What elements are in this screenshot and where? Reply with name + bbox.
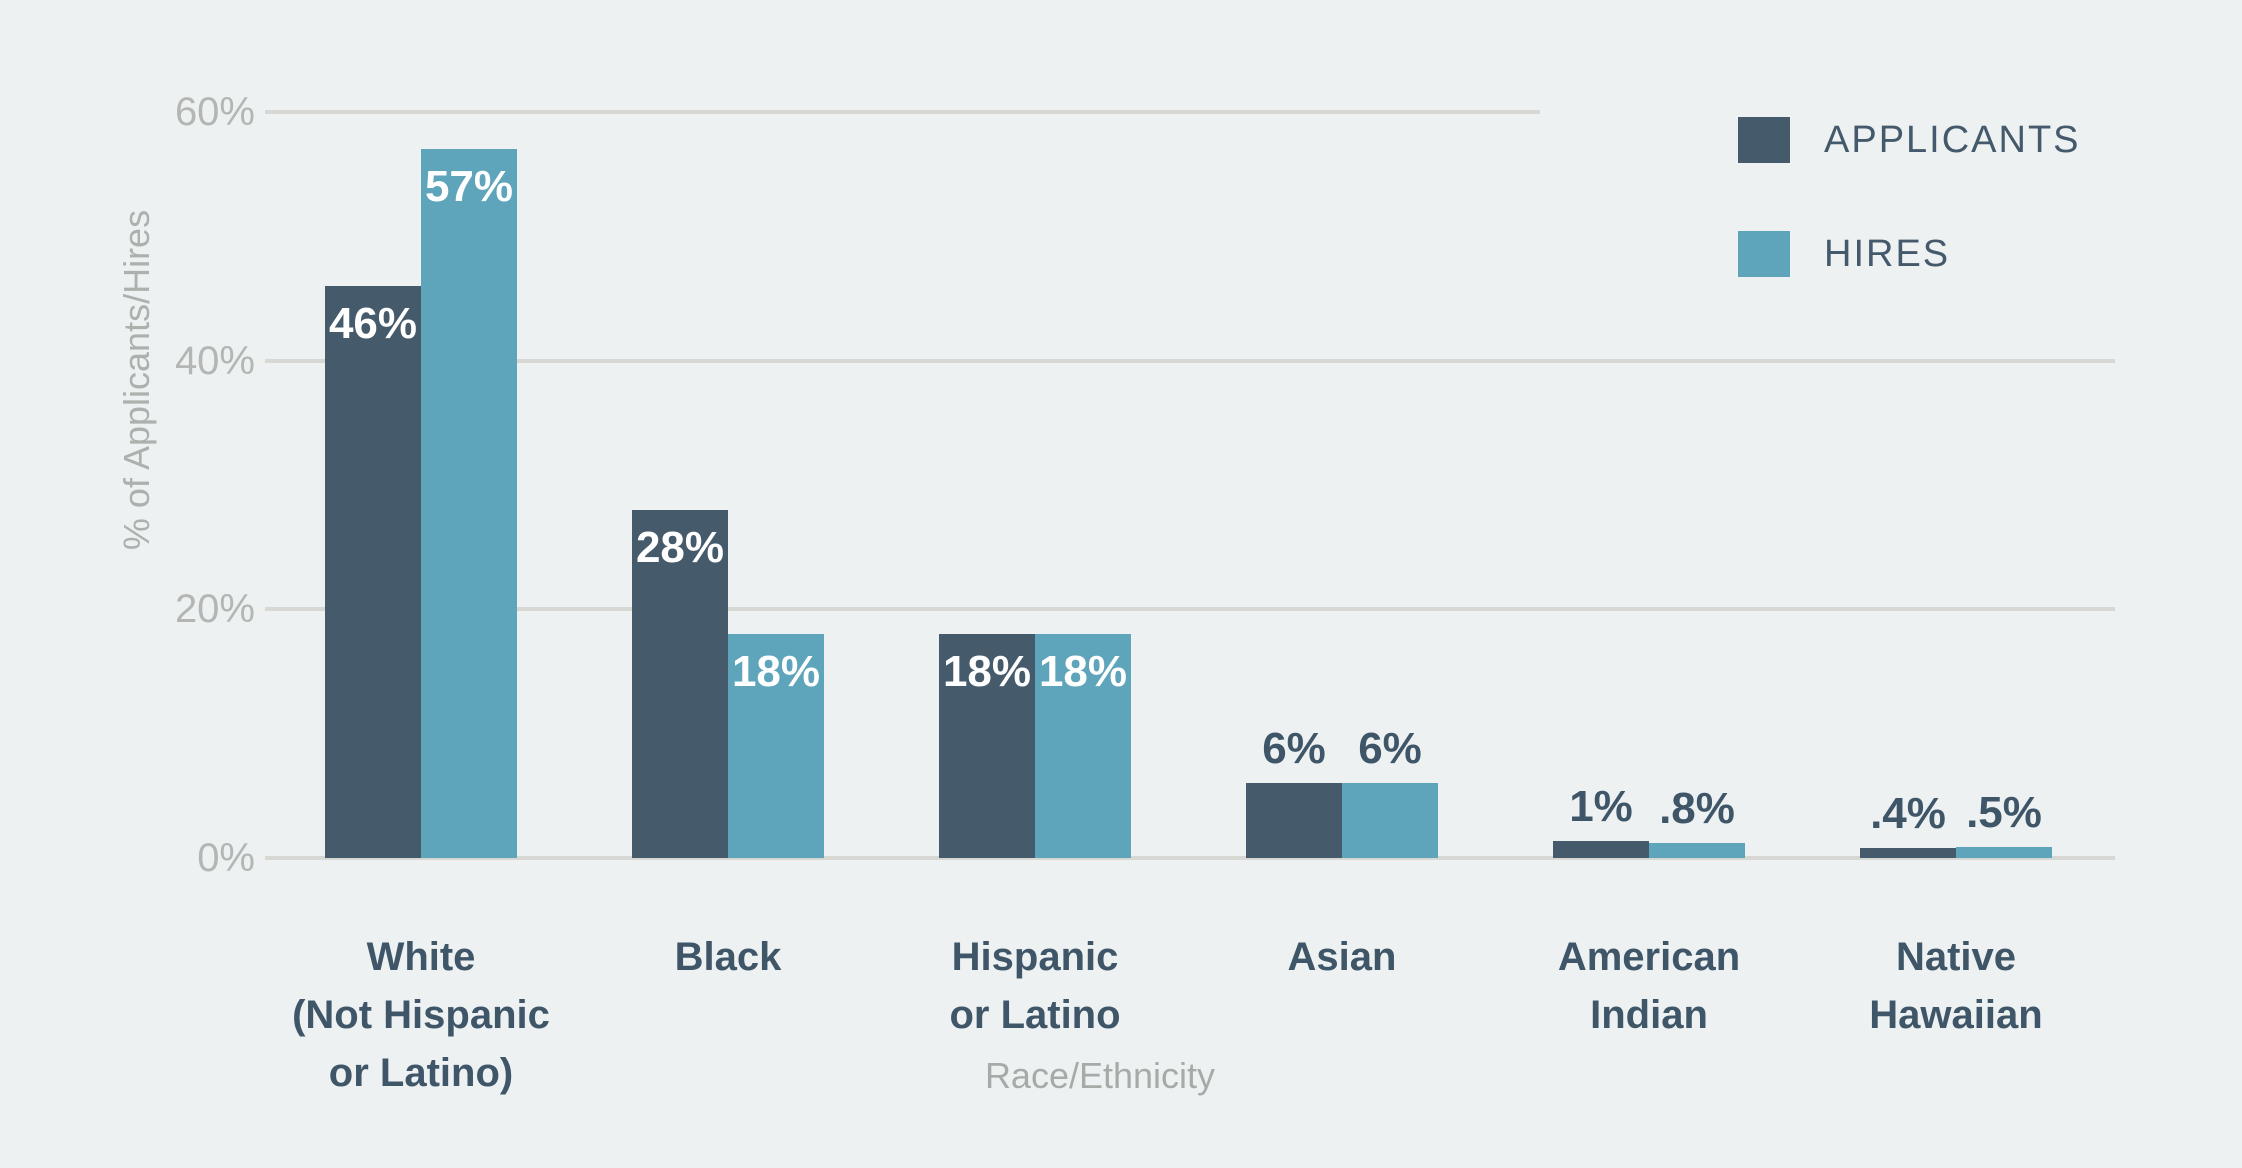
- y-tick-label: 20%: [174, 587, 255, 632]
- bar-hires: .5%: [1956, 790, 2052, 858]
- legend: APPLICANTS HIRES: [1738, 116, 2081, 344]
- bar-group: 46% 57%: [325, 112, 517, 858]
- bar-value-label: 1%: [1569, 781, 1633, 831]
- y-tick-label: 0%: [197, 836, 255, 880]
- bar-applicants: 1%: [1553, 784, 1649, 858]
- bar-hires: 18%: [728, 634, 824, 858]
- bar-value-label: 18%: [942, 647, 1032, 697]
- legend-item: APPLICANTS: [1738, 116, 2081, 164]
- bar-value-label: 46%: [328, 299, 418, 349]
- x-category-label: Asian: [1287, 935, 1397, 979]
- bar-group: 18% 18%: [939, 112, 1131, 858]
- x-axis-title: Race/Ethnicity: [984, 1055, 1216, 1096]
- legend-item: HIRES: [1738, 230, 2081, 278]
- bar-applicants: .4%: [1860, 792, 1956, 858]
- bar-value-label: .8%: [1659, 784, 1735, 834]
- bar-hires: 18%: [1035, 634, 1131, 858]
- gridline: [265, 358, 2115, 363]
- gridline: [265, 110, 1540, 114]
- bar-value-label: 6%: [1262, 724, 1326, 774]
- bar-hires: 57%: [421, 149, 517, 858]
- bar-applicants: 28%: [632, 509, 728, 858]
- bar-hires: 6%: [1342, 727, 1438, 858]
- bar-value-label: 28%: [635, 522, 725, 572]
- bar-applicants: 18%: [939, 634, 1035, 858]
- bar-hires: .8%: [1649, 787, 1745, 858]
- x-category-label: Black: [674, 935, 782, 979]
- gridline: [265, 856, 2115, 860]
- legend-label: HIRES: [1824, 232, 1951, 275]
- x-category-label: American Indian: [1557, 935, 1741, 1037]
- bar-value-label: 57%: [424, 162, 514, 212]
- bar-group: 6% 6%: [1246, 112, 1438, 858]
- bar-group: .4% .5%: [1860, 112, 2052, 858]
- x-category-label: White (Not Hispanic or Latino): [292, 935, 550, 1095]
- legend-swatch: [1738, 231, 1790, 277]
- bar-applicants: 6%: [1246, 727, 1342, 858]
- x-category-label: Hispanic or Latino: [949, 935, 1121, 1037]
- legend-swatch: [1738, 117, 1790, 163]
- plot-area: 0% 20% 40% 60% 46% 57% 28% 18% 18% 18% 6% 6% 1% .8% .4…: [175, 92, 2115, 878]
- bar-value-label: 18%: [1038, 647, 1128, 697]
- legend-label: APPLICANTS: [1824, 118, 2081, 161]
- bar-value-label: 6%: [1358, 724, 1422, 774]
- bar-group: 28% 18%: [632, 112, 824, 858]
- y-tick-label: 60%: [174, 90, 255, 134]
- y-tick-label: 40%: [174, 338, 255, 383]
- bar-applicants: 46%: [325, 286, 421, 858]
- bar-value-label: 18%: [731, 647, 821, 697]
- bar-value-label: .4%: [1870, 789, 1946, 839]
- gridline: [265, 607, 2115, 612]
- bar-value-label: .5%: [1966, 787, 2042, 837]
- x-category-label: Native Hawaiian: [1869, 935, 2043, 1037]
- bar-group: 1% .8%: [1553, 112, 1745, 858]
